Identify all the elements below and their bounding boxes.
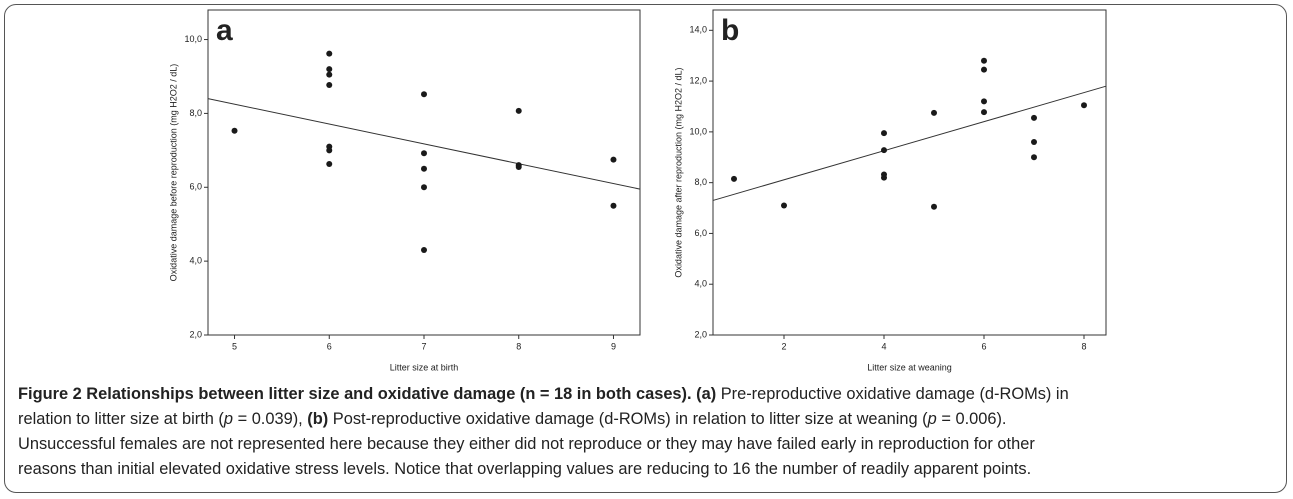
data-point (610, 156, 617, 163)
data-point (881, 174, 887, 181)
caption-text: p (223, 410, 234, 428)
plot-frame (207, 9, 641, 336)
caption-line: Figure 2 Relationships between litter si… (18, 382, 1280, 407)
data-point (421, 247, 427, 254)
data-point (931, 109, 937, 116)
x-tick-label: 6 (327, 341, 332, 351)
data-point (981, 66, 987, 73)
caption-text: Figure 2 Relationships between litter si… (18, 385, 717, 403)
x-axis-title: Litter size at weaning (867, 362, 952, 372)
caption-text: (b) (307, 410, 329, 428)
data-point (326, 161, 333, 168)
figure-frame (4, 4, 1287, 493)
caption-line: relation to litter size at birth (p = 0.… (18, 407, 1280, 432)
caption-text: = 0.006). (936, 410, 1007, 428)
data-point (1081, 102, 1087, 109)
caption-line: Unsuccessful females are not represented… (18, 432, 1280, 457)
x-tick-label: 9 (611, 341, 616, 351)
caption-text: p (927, 410, 937, 428)
fit-line (712, 85, 1107, 201)
data-point (981, 109, 987, 116)
data-point (231, 127, 238, 134)
data-point (981, 98, 987, 105)
data-point (326, 50, 333, 57)
y-tick-label: 10,0 (184, 34, 202, 44)
x-tick-label: 4 (881, 341, 886, 351)
caption-text: relation to litter size at birth ( (18, 410, 224, 428)
data-point (421, 150, 427, 157)
data-point (881, 147, 887, 154)
data-point (515, 107, 522, 114)
data-point (421, 184, 427, 191)
data-point (931, 203, 937, 210)
data-point (326, 81, 333, 88)
data-point (1031, 154, 1037, 161)
data-point (610, 202, 617, 209)
fit-line (207, 98, 641, 190)
y-tick-label: 6,0 (189, 182, 202, 192)
caption: Figure 2 Relationships between litter si… (18, 382, 1280, 482)
panel-label: a (216, 14, 233, 47)
data-point (731, 175, 737, 182)
caption-text: = 0.039), (233, 410, 308, 428)
data-point (1031, 114, 1037, 121)
x-tick-label: 7 (421, 341, 426, 351)
data-point (421, 91, 427, 98)
y-tick-label: 8,0 (189, 108, 202, 118)
data-point (1031, 139, 1037, 146)
x-tick-label: 6 (981, 341, 986, 351)
data-point (781, 202, 787, 209)
data-point (421, 165, 427, 172)
data-point (981, 57, 987, 64)
x-tick-label: 5 (232, 341, 237, 351)
data-point (326, 66, 333, 73)
x-tick-label: 2 (781, 341, 786, 351)
y-tick-label: 12,0 (689, 75, 707, 85)
y-tick-label: 8,0 (694, 177, 707, 187)
caption-text: reasons than initial elevated oxidative … (18, 460, 1032, 478)
caption-text: Unsuccessful females are not represented… (18, 435, 1035, 453)
data-point (515, 163, 522, 170)
y-tick-label: 10,0 (689, 126, 707, 136)
y-tick-label: 14,0 (689, 25, 707, 35)
x-axis-title: Litter size at birth (390, 362, 459, 372)
caption-text: Pre-reproductive oxidative damage (d-ROM… (716, 385, 1069, 403)
figure: a 2,0 4,0 6,0 8,0 10,0 5 6 7 8 9 Litter size at bir… (168, 9, 1107, 372)
y-tick-label: 2,0 (694, 329, 707, 339)
data-point (881, 130, 887, 137)
panel-label: b (721, 14, 739, 47)
plot-frame (712, 9, 1107, 336)
caption-text: Post-reproductive oxidative damage (d-RO… (328, 410, 928, 428)
y-tick-label: 4,0 (189, 256, 202, 266)
y-axis-title: Oxidative damage before reproduction (mg… (168, 64, 178, 282)
caption-line: reasons than initial elevated oxidative … (18, 457, 1280, 482)
x-tick-label: 8 (1081, 341, 1086, 351)
x-tick-label: 8 (516, 341, 521, 351)
y-tick-label: 6,0 (694, 228, 707, 238)
y-axis-title: Oxidative damage after reproduction (mg … (673, 67, 683, 277)
y-tick-label: 2,0 (189, 329, 202, 339)
data-point (326, 147, 333, 154)
data-point (326, 71, 333, 78)
y-tick-label: 4,0 (694, 279, 707, 289)
